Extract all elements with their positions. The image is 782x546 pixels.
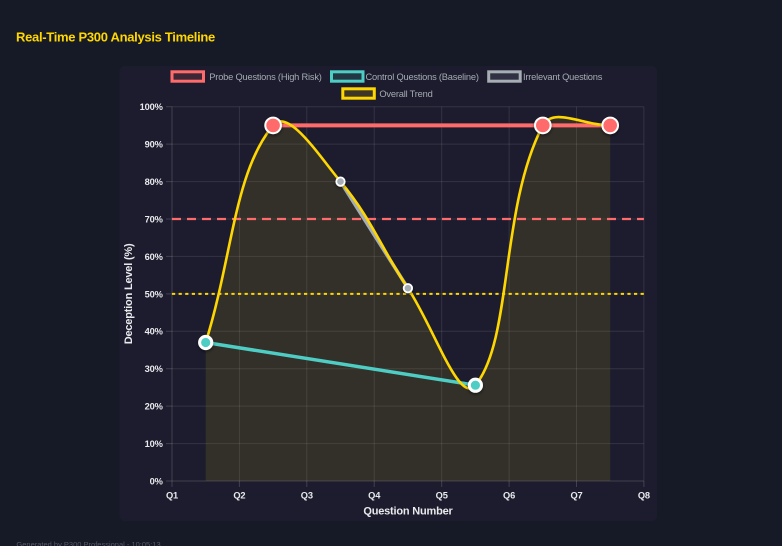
svg-text:30%: 30% bbox=[145, 364, 164, 374]
svg-text:Real-Time P300 Analysis Timeli: Real-Time P300 Analysis Timeline bbox=[16, 30, 215, 45]
svg-text:Q6: Q6 bbox=[503, 490, 515, 500]
svg-text:Deception Level (%): Deception Level (%) bbox=[123, 243, 135, 344]
svg-text:100%: 100% bbox=[140, 102, 164, 112]
svg-text:Overall Trend: Overall Trend bbox=[379, 89, 432, 99]
svg-text:Q2: Q2 bbox=[233, 490, 245, 500]
svg-text:Q7: Q7 bbox=[570, 490, 582, 500]
svg-text:Question Number: Question Number bbox=[363, 506, 453, 518]
svg-text:Q1: Q1 bbox=[166, 490, 178, 500]
svg-text:40%: 40% bbox=[145, 327, 164, 337]
svg-text:10%: 10% bbox=[145, 439, 164, 449]
svg-text:80%: 80% bbox=[145, 177, 164, 187]
svg-text:50%: 50% bbox=[145, 289, 164, 299]
svg-text:Irrelevant Questions: Irrelevant Questions bbox=[523, 72, 603, 82]
svg-text:70%: 70% bbox=[145, 214, 164, 224]
svg-text:Q3: Q3 bbox=[301, 490, 313, 500]
svg-text:Q8: Q8 bbox=[638, 490, 650, 500]
svg-text:60%: 60% bbox=[145, 252, 164, 262]
svg-text:90%: 90% bbox=[145, 140, 164, 150]
svg-text:Probe Questions (High Risk): Probe Questions (High Risk) bbox=[209, 72, 322, 82]
svg-text:0%: 0% bbox=[150, 476, 164, 486]
svg-text:Control Questions (Baseline): Control Questions (Baseline) bbox=[366, 72, 479, 82]
svg-text:Q5: Q5 bbox=[436, 490, 448, 500]
svg-text:Generated by P300 Professional: Generated by P300 Professional - 10:05:1… bbox=[16, 540, 160, 546]
svg-text:Q4: Q4 bbox=[368, 490, 381, 500]
svg-text:20%: 20% bbox=[145, 402, 164, 412]
